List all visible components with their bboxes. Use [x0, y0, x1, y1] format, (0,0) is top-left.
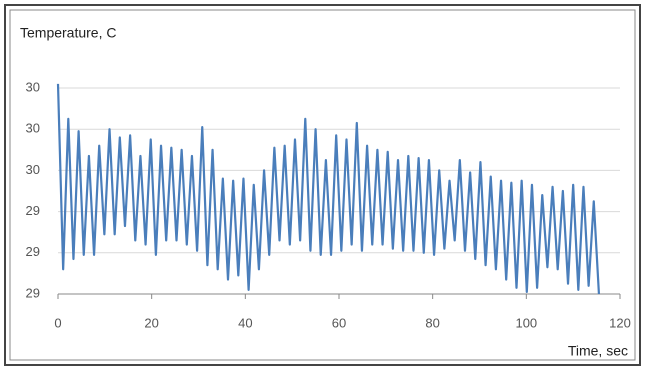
- x-tick-label: 100: [515, 315, 537, 330]
- y-tick-label: 30: [26, 121, 40, 136]
- x-tick-label: 0: [54, 315, 61, 330]
- y-axis-title: Temperature, C: [20, 25, 116, 41]
- y-tick-label: 29: [26, 203, 40, 218]
- outer-frame: [4, 4, 641, 366]
- y-tick-label: 30: [26, 79, 40, 94]
- data-line: [56, 83, 601, 295]
- y-tick-label: 30: [26, 162, 40, 177]
- y-tick-label: 29: [26, 244, 40, 259]
- x-tick-label: 60: [332, 315, 346, 330]
- x-tick-label: 20: [144, 315, 158, 330]
- x-axis-title: Time, sec: [568, 343, 628, 359]
- y-tick-label: 29: [26, 285, 40, 300]
- x-tick-label: 120: [609, 315, 631, 330]
- x-tick-label: 40: [238, 315, 252, 330]
- inner-frame: [9, 9, 636, 361]
- x-tick-label: 80: [425, 315, 439, 330]
